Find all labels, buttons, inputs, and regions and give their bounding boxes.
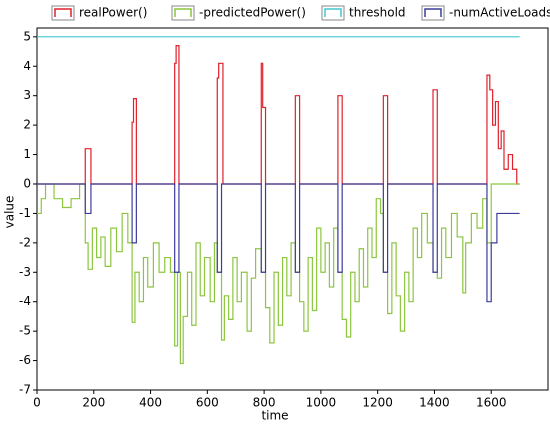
legend-label: threshold bbox=[349, 6, 406, 20]
x-tick-label: 800 bbox=[253, 396, 276, 410]
series-line bbox=[37, 45, 520, 185]
y-tick-label: -5 bbox=[19, 324, 31, 338]
series-line bbox=[37, 183, 520, 365]
x-tick-label: 1000 bbox=[306, 396, 337, 410]
x-tick-label: 1400 bbox=[419, 396, 450, 410]
legend-label: -numActiveLoads() bbox=[449, 6, 550, 20]
y-tick-label: -7 bbox=[19, 383, 31, 397]
legend-label: realPower() bbox=[79, 6, 147, 20]
x-tick-label: 200 bbox=[82, 396, 105, 410]
y-tick-label: -3 bbox=[19, 265, 31, 279]
y-axis-label: value bbox=[3, 196, 17, 229]
x-axis-label: time bbox=[261, 409, 288, 423]
y-tick-label: -1 bbox=[19, 206, 31, 220]
series-line bbox=[37, 183, 520, 303]
legend-icon bbox=[174, 8, 192, 17]
x-tick-label: 0 bbox=[33, 396, 41, 410]
y-tick-label: 0 bbox=[23, 176, 31, 190]
y-tick-label: 1 bbox=[23, 147, 31, 161]
y-tick-label: -2 bbox=[19, 235, 31, 249]
y-tick-label: -6 bbox=[19, 353, 31, 367]
x-tick-label: 600 bbox=[196, 396, 219, 410]
y-tick-label: 3 bbox=[23, 88, 31, 102]
x-tick-label: 1200 bbox=[362, 396, 393, 410]
legend-icon bbox=[324, 8, 342, 17]
legend-label: -predictedPower() bbox=[199, 6, 306, 20]
y-tick-label: 5 bbox=[23, 29, 31, 43]
legend-icon bbox=[424, 8, 442, 17]
y-tick-label: 4 bbox=[23, 59, 31, 73]
plot-frame bbox=[36, 27, 549, 391]
legend-icon bbox=[54, 8, 72, 17]
y-tick-label: 2 bbox=[23, 118, 31, 132]
x-tick-label: 400 bbox=[139, 396, 162, 410]
y-tick-label: -4 bbox=[19, 294, 31, 308]
x-tick-label: 1600 bbox=[476, 396, 507, 410]
